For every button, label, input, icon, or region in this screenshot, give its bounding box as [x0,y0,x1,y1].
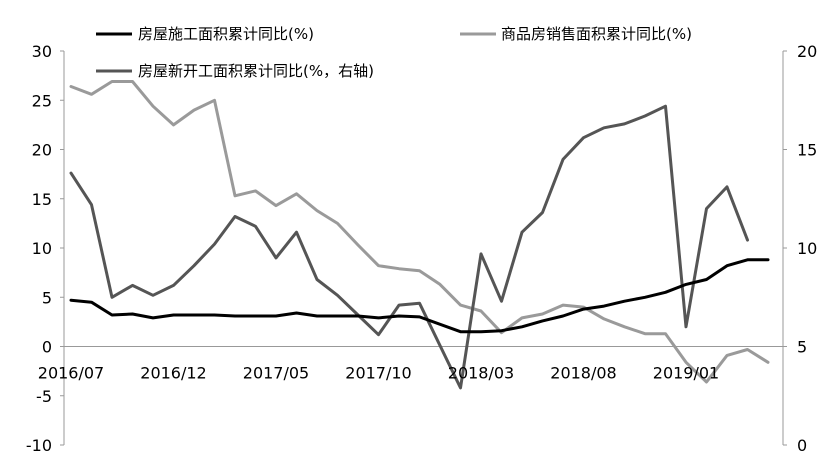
legend-label: 房屋新开工面积累计同比(%，右轴) [138,62,374,80]
legend-label: 商品房销售面积累计同比(%) [501,25,692,43]
right-tick-label: 15 [797,141,817,160]
series-layer [69,80,770,390]
right-tick-label: 5 [797,338,807,357]
legend: 房屋施工面积累计同比(%) 商品房销售面积累计同比(%) 房屋新开工面积累计同比(%… [96,25,692,80]
x-tick-label: 2018/08 [550,364,616,383]
left-tick-label: -10 [26,436,52,455]
legend-label: 房屋施工面积累计同比(%) [138,25,314,43]
x-tick-label: 2019/01 [653,364,719,383]
left-tick-label: 0 [42,338,52,357]
x-tick-label: 2017/10 [345,364,411,383]
right-tick-label: 10 [797,239,817,258]
left-tick-label: 30 [32,42,52,61]
left-tick-label: 15 [32,190,52,209]
series-line-1 [69,80,770,384]
x-tick-label: 2017/05 [243,364,309,383]
left-tick-label: -5 [36,387,52,406]
series-line-2 [69,104,749,390]
left-tick-label: 25 [32,91,52,110]
x-tick-label: 2016/07 [38,364,104,383]
left-tick-label: 5 [42,288,52,307]
right-tick-label: 0 [797,436,807,455]
right-tick-label: 20 [797,42,817,61]
tick-layer: -10 -5 0 5 10 15 20 25 30 0 5 10 15 20 2016/07 2016/12 2… [26,42,818,455]
x-tick-label: 2018/03 [448,364,514,383]
left-tick-label: 10 [32,239,52,258]
axes-layer [63,51,784,445]
x-tick-label: 2016/12 [140,364,206,383]
left-tick-label: 20 [32,141,52,160]
